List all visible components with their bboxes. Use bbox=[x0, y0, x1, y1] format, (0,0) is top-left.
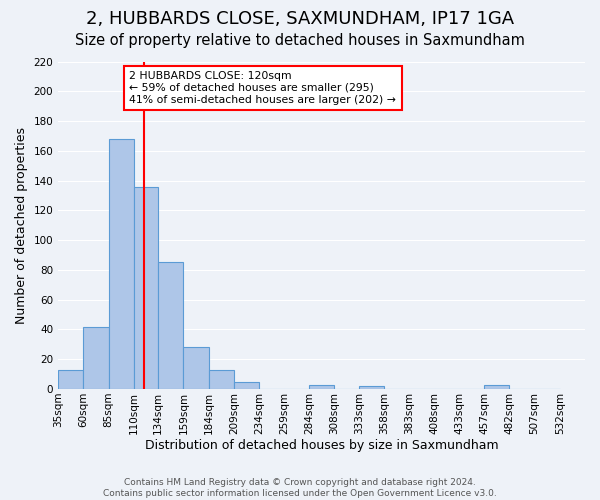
Bar bbox=[310, 384, 334, 389]
X-axis label: Distribution of detached houses by size in Saxmundham: Distribution of detached houses by size … bbox=[145, 440, 499, 452]
Bar bbox=[209, 370, 234, 389]
Bar bbox=[134, 186, 158, 389]
Bar bbox=[234, 382, 259, 389]
Bar bbox=[184, 348, 209, 389]
Text: Size of property relative to detached houses in Saxmundham: Size of property relative to detached ho… bbox=[75, 32, 525, 48]
Text: 2 HUBBARDS CLOSE: 120sqm
← 59% of detached houses are smaller (295)
41% of semi-: 2 HUBBARDS CLOSE: 120sqm ← 59% of detach… bbox=[129, 72, 396, 104]
Text: Contains HM Land Registry data © Crown copyright and database right 2024.
Contai: Contains HM Land Registry data © Crown c… bbox=[103, 478, 497, 498]
Bar bbox=[158, 262, 184, 389]
Bar bbox=[109, 139, 134, 389]
Bar bbox=[359, 386, 384, 389]
Bar bbox=[83, 326, 109, 389]
Bar bbox=[58, 370, 83, 389]
Bar bbox=[484, 384, 509, 389]
Y-axis label: Number of detached properties: Number of detached properties bbox=[15, 127, 28, 324]
Text: 2, HUBBARDS CLOSE, SAXMUNDHAM, IP17 1GA: 2, HUBBARDS CLOSE, SAXMUNDHAM, IP17 1GA bbox=[86, 10, 514, 28]
